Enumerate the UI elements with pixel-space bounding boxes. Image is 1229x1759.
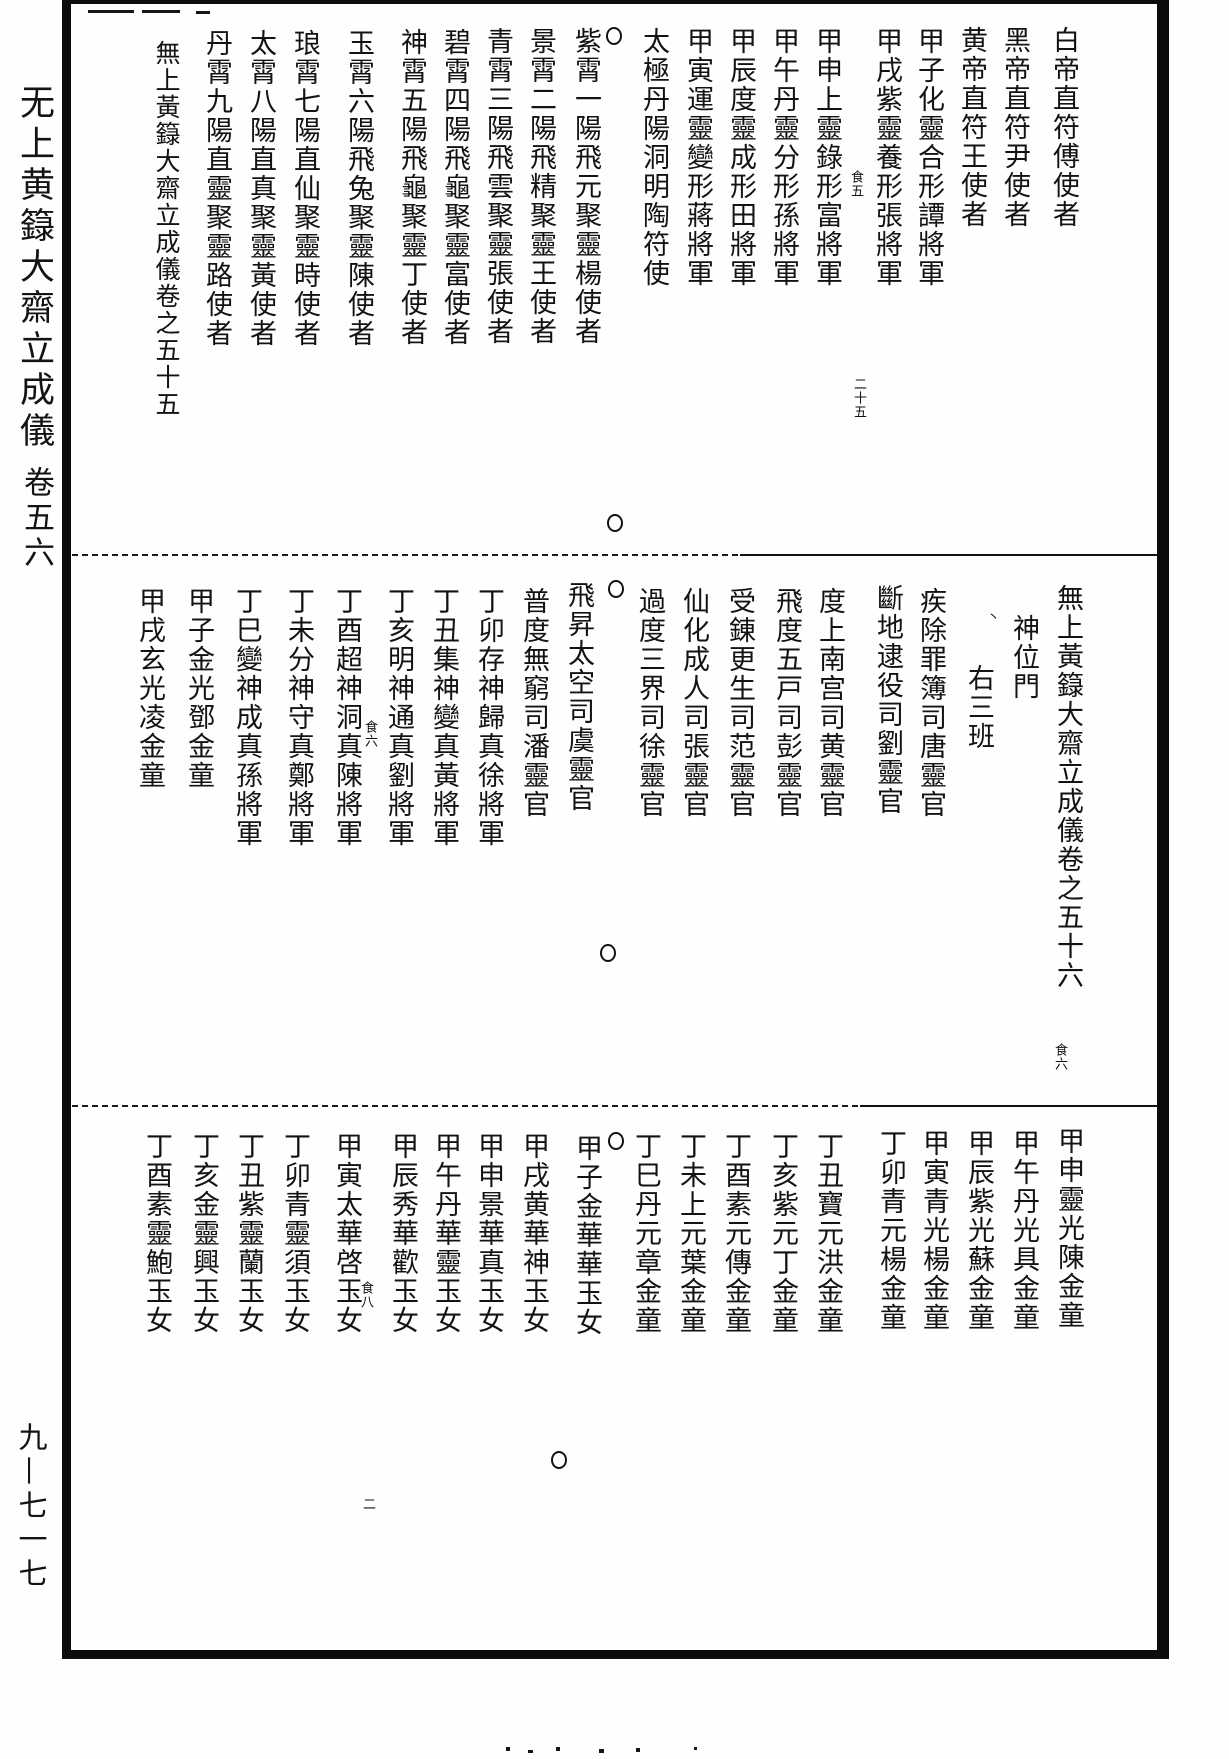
margin-volume-label: 卷五六 [18,466,54,571]
text-column-top: 碧霄四陽飛龜聚靈富使者 [439,28,470,347]
text-column-middle: 丁丑集神變真黃將軍 [428,587,459,848]
ink-speck [506,1747,510,1751]
text-column-top: 紫霄一陽飛元聚靈楊使者 [570,27,601,346]
ink-speck [528,1750,533,1753]
text-column-middle: 過度三界司徐靈官 [634,587,665,819]
text-column-bottom: 甲辰紫光蘇金童 [963,1129,994,1332]
text-column-bottom: 丁丑紫靈蘭玉女 [233,1132,264,1335]
text-column-top: 甲戌紫靈養形張將軍 [871,27,902,288]
text-column-top: 白帝直符傅使者 [1048,26,1079,229]
section-divider-solid [740,554,1158,556]
text-column-top: 太霄八陽直真聚靈黃使者 [245,29,276,348]
text-column-middle: 仙化成人司張靈官 [678,587,709,819]
separator-circle [600,944,616,962]
text-column-top: 甲辰度靈成形田將軍 [725,27,756,288]
text-column-bottom: 甲寅太華啓玉女 [331,1132,362,1335]
text-column-top: 無上黃籙大齋立成儀卷之五十五 [152,40,181,418]
collation-note: 二 [360,1497,375,1511]
text-column-bottom: 丁亥紫元丁金童 [767,1132,798,1335]
text-column-middle: 丁酉超神洞真陳將軍 [331,587,362,848]
text-column-bottom: 甲戌黄華神玉女 [518,1132,549,1335]
text-column-top: 甲申上靈錄形富將軍 [811,27,842,288]
text-column-bottom: 甲子金華華玉女 [571,1134,602,1337]
text-column-bottom: 丁亥金靈興玉女 [188,1132,219,1335]
text-column-middle: 飛度五戸司彭靈官 [771,587,802,819]
text-column-top: 甲寅運靈變形蔣將軍 [682,27,713,288]
text-column-middle: 度上南宫司黄靈官 [814,587,845,819]
text-column-bottom: 甲寅青光楊金童 [918,1129,949,1332]
ink-speck [88,10,134,13]
text-column-top: 丹霄九陽直靈聚靈路使者 [201,29,232,348]
text-column-middle: 右三班 [963,664,994,751]
frame-border-top [62,0,1169,4]
separator-circle [551,1451,567,1469]
text-column-middle: 神位門 [1008,614,1039,701]
text-column-top: 黑帝直符尹使者 [999,26,1030,229]
section-divider-solid [860,1105,1158,1107]
text-column-middle: 丁亥明神通真劉將軍 [383,587,414,848]
text-column-bottom: 甲申靈光陳金童 [1053,1127,1084,1330]
text-column-middle: 受錬更生司范靈官 [724,587,755,819]
text-column-bottom: 丁巳丹元章金童 [630,1132,661,1335]
text-column-top: 黄帝直符王使者 [956,26,987,229]
ink-speck [599,1749,604,1753]
text-column-top: 甲子化靈合形譚將軍 [913,27,944,288]
text-column-bottom: 丁卯青靈須玉女 [279,1132,310,1335]
collation-note: 食五 [848,170,863,198]
text-column-bottom: 丁未上元葉金童 [675,1132,706,1335]
separator-circle [606,27,622,45]
text-column-top: 琅霄七陽直仙聚靈時使者 [289,29,320,348]
folio-page-number: 九—七一七 [14,1422,48,1592]
text-column-top: 玉霄六陽飛兔聚靈陳使者 [343,29,374,348]
text-column-bottom: 甲午丹光具金童 [1008,1129,1039,1332]
text-column-bottom: 丁酉素靈鮑玉女 [141,1132,172,1335]
ink-speck [694,1747,697,1750]
frame-border-bottom [62,1650,1169,1659]
text-column-bottom: 丁丑寶元洪金童 [812,1132,843,1335]
text-column-top: 神霄五陽飛龜聚靈丁使者 [396,28,427,347]
text-column-bottom: 甲午丹華靈玉女 [430,1132,461,1335]
section-divider [72,554,1158,556]
text-column-middle: 無上黃籙大齋立成儀卷之五十六 [1052,584,1083,990]
text-column-middle: 斷地逮役司劉靈官 [872,584,903,816]
text-column-middle: 丁未分神守真鄭將軍 [283,587,314,848]
text-column-bottom: 丁卯青元楊金童 [875,1129,906,1332]
frame-border-left [62,0,71,1659]
text-column-bottom: 甲辰秀華歡玉女 [387,1132,418,1335]
ink-speck [196,11,210,14]
text-column-bottom: 丁酉素元傳金童 [720,1132,751,1335]
collation-note: 食六 [1052,1043,1067,1071]
text-column-middle: 甲戌玄光凌金童 [134,587,165,790]
collation-note: 二十五 [851,377,866,419]
text-column-top: 太極丹陽洞明陶符使 [638,27,669,288]
collation-note: 丶 [984,610,999,624]
frame-border-right [1157,0,1169,1659]
separator-circle [608,1132,624,1150]
separator-circle [607,514,623,532]
text-column-top: 甲午丹靈分形孫將軍 [768,27,799,288]
text-column-middle: 疾除罪簿司唐靈官 [915,587,946,819]
text-column-middle: 丁巳變神成真孫將軍 [231,587,262,848]
text-column-middle: 甲子金光鄧金童 [183,587,214,790]
text-column-bottom: 甲申景華真玉女 [473,1132,504,1335]
ink-speck [636,1748,640,1752]
text-column-top: 青霄三陽飛雲聚靈張使者 [482,27,513,346]
text-column-middle: 普度無窮司潘靈官 [518,587,549,819]
collation-note: 食六 [362,720,377,748]
text-column-middle: 丁卯存神歸真徐將軍 [473,587,504,848]
text-column-top: 景霄二陽飛精聚靈王使者 [525,27,556,346]
section-divider [72,1105,1158,1107]
ink-speck [142,10,180,13]
ink-speck [556,1747,560,1751]
margin-book-title: 无上黄籙大齋立成儀 [14,84,54,453]
collation-note: 食八 [358,1281,373,1309]
separator-circle [608,580,624,598]
text-column-middle: 飛昇太空司虞靈官 [563,581,594,813]
